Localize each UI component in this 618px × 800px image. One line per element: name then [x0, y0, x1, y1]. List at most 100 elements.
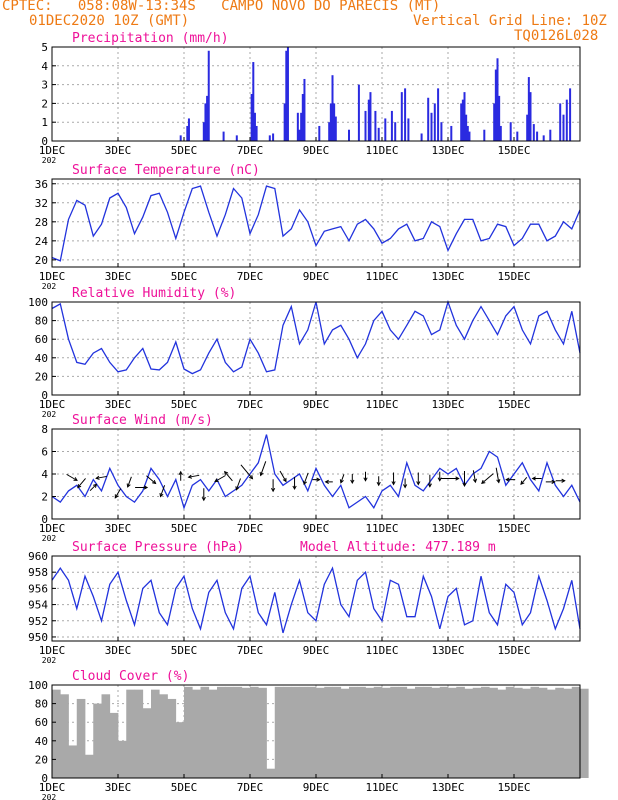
precip-bar — [565, 99, 568, 141]
precip-bar — [465, 114, 468, 141]
cloud-bar — [266, 768, 276, 778]
wind-arrow — [279, 470, 287, 482]
precip-bar — [250, 94, 253, 141]
precip-bar — [252, 62, 255, 141]
cloud-bar — [142, 708, 152, 778]
precip-bar — [460, 103, 463, 141]
cloud-bar — [307, 686, 317, 778]
x-tick-label: 5DEC — [171, 781, 198, 794]
x-tick-label: 9DEC — [303, 781, 330, 794]
cloud-bar — [563, 688, 573, 778]
cloud-bar — [159, 694, 168, 778]
wind-arrow-head — [350, 479, 355, 485]
precip-bar — [496, 58, 499, 141]
precip-bar — [527, 77, 530, 141]
precip-bar — [272, 133, 275, 141]
x-year-label: 202 — [42, 656, 57, 665]
precip-bar — [430, 112, 433, 141]
cloud-bar — [283, 686, 292, 778]
wind-arrow — [89, 483, 97, 492]
wind-arrow-head — [496, 479, 501, 484]
x-tick-label: 7DEC — [237, 270, 264, 283]
wind-arrow — [146, 475, 156, 484]
cloud-bar — [365, 687, 375, 778]
header-vertical-grid-line: Vertical Grid Line: 10Z — [413, 13, 607, 29]
y-tick-label: 3 — [41, 79, 48, 92]
cloud-bar — [208, 689, 218, 778]
wind-arrow-head — [416, 481, 421, 486]
precip-bar — [300, 112, 303, 141]
precip-bar — [333, 103, 336, 141]
y-tick-label: 6 — [41, 446, 48, 459]
y-tick-label: 60 — [35, 716, 48, 729]
y-tick-label: 2 — [41, 97, 48, 110]
wind-arrow-head — [187, 474, 193, 479]
cloud-bar — [324, 686, 333, 778]
x-tick-label: 7DEC — [237, 522, 264, 535]
y-tick-label: 40 — [35, 352, 48, 365]
precip-bar — [466, 125, 469, 141]
cloud-bar — [316, 687, 325, 778]
precip-bar — [286, 47, 289, 141]
precip-bar — [318, 125, 321, 141]
cloud-bar — [406, 688, 416, 778]
cloud-bar — [76, 698, 86, 778]
x-tick-label: 15DEC — [497, 270, 530, 283]
cloud-bar — [530, 686, 540, 778]
precip-bar — [529, 92, 532, 141]
wind-arrow-head — [92, 483, 98, 488]
cloud-bar — [415, 686, 424, 778]
wind-arrow-head — [505, 477, 510, 482]
cloud-bar — [233, 686, 243, 778]
pressure-frame — [51, 555, 581, 642]
precip-bar — [374, 110, 377, 141]
y-tick-label: 0 — [41, 135, 48, 148]
temp-series-line — [51, 185, 581, 262]
rh-title: Relative Humidity (%) — [72, 286, 236, 301]
precip-bar — [493, 103, 496, 141]
cloud-bar — [390, 686, 399, 778]
cloud-bar — [101, 694, 111, 778]
y-tick-label: 32 — [35, 197, 48, 210]
wind-arrow — [303, 472, 309, 485]
x-tick-label: 5DEC — [171, 522, 198, 535]
precip-bar — [499, 125, 502, 141]
x-tick-label: 11DEC — [365, 144, 398, 157]
precip-bar — [390, 110, 393, 141]
y-tick-label: 4 — [41, 60, 48, 73]
wind-arrow-head — [249, 475, 254, 480]
precip-bar — [440, 122, 443, 141]
y-tick-label: 20 — [35, 370, 48, 383]
precip-bar — [329, 103, 332, 141]
wind-arrow-head — [152, 480, 157, 485]
wind-arrow — [114, 488, 122, 499]
precip-bar — [494, 69, 497, 141]
precip-bar — [400, 92, 403, 141]
x-tick-label: 11DEC — [365, 522, 398, 535]
y-tick-label: 28 — [35, 216, 48, 229]
x-tick-label: 5DEC — [171, 144, 198, 157]
cloud-bar — [200, 686, 210, 778]
precip-bar — [328, 122, 331, 141]
precip-bar — [348, 129, 350, 141]
x-tick-label: 11DEC — [365, 398, 398, 411]
x-tick-label: 7DEC — [237, 398, 264, 411]
cloud-bar — [85, 754, 94, 778]
wind-arrow-head — [201, 496, 206, 502]
wind-arrow — [224, 471, 233, 482]
y-tick-label: 950 — [28, 631, 48, 644]
wind-arrow — [240, 464, 253, 479]
y-tick-label: 24 — [35, 235, 49, 248]
wind-arrow — [520, 476, 528, 485]
cloud-bar — [184, 686, 193, 778]
wind-arrow — [96, 475, 107, 479]
wind-arrow — [472, 470, 476, 483]
y-tick-label: 956 — [28, 582, 48, 595]
cloud-bar — [580, 688, 589, 778]
y-tick-label: 0 — [41, 772, 48, 785]
cloud-bar — [241, 687, 251, 778]
precip-bar — [204, 103, 207, 141]
cloud-bar — [258, 687, 267, 778]
precip-bar — [532, 124, 535, 141]
x-tick-label: 7DEC — [237, 644, 264, 657]
